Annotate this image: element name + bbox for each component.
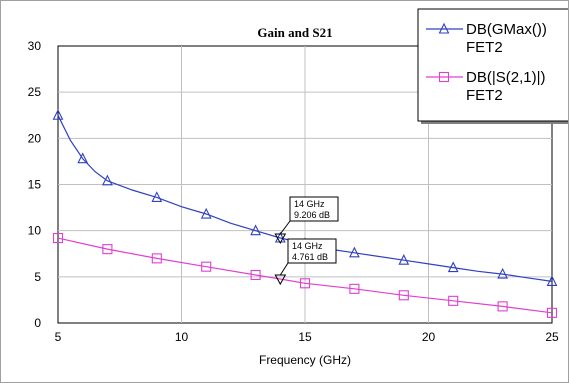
annotation-box [287, 238, 337, 264]
annotation-frequency: 14 GHz [292, 241, 323, 251]
series-line-s21 [57, 237, 553, 314]
series-marker-square [448, 295, 459, 306]
series-marker-triangle [349, 246, 360, 258]
series-marker-triangle [398, 253, 410, 265]
series-marker-triangle [546, 275, 558, 287]
annotation-leader [279, 262, 289, 276]
series-group [57, 115, 553, 314]
series-marker-square [102, 244, 113, 255]
series-marker-square [546, 307, 558, 318]
series-marker-square [497, 301, 508, 312]
legend-box [417, 8, 568, 122]
legend-swatch-marker [438, 22, 450, 34]
x-tick-label: 25 [545, 330, 559, 344]
y-tick-label: 15 [28, 178, 42, 192]
series-marker-square [349, 283, 360, 294]
legend-series-name: DB(GMax()) [466, 21, 547, 38]
y-tick-label: 0 [34, 316, 41, 330]
legend-swatch-marker [438, 71, 450, 83]
series-marker-square [151, 253, 162, 264]
series-marker-triangle [447, 261, 459, 273]
annotation-leader [279, 220, 291, 235]
annotation-value: 9.206 dB [294, 210, 330, 220]
series-marker-triangle [497, 267, 508, 279]
annotation-box [289, 196, 339, 222]
legend-series-name: DB(|S(2,1)|) [466, 69, 545, 86]
y-tick-label: 5 [34, 270, 41, 284]
x-tick-label: 20 [422, 330, 436, 344]
grid [58, 46, 552, 323]
series-marker-triangle [200, 207, 212, 219]
series-marker-triangle [102, 174, 113, 186]
annotation-value: 4.761 dB [292, 252, 328, 262]
series-marker-triangle [52, 109, 64, 120]
y-tick-label: 10 [28, 224, 42, 238]
annotation-frequency: 14 GHz [294, 199, 325, 209]
x-tick-label: 10 [175, 330, 189, 344]
series-marker-triangle [250, 224, 261, 236]
x-tick-label: 15 [298, 330, 312, 344]
legend-series-source: FET2 [466, 39, 503, 56]
series-marker-square [398, 290, 409, 301]
series-marker-triangle [151, 191, 163, 202]
series-marker-square [299, 278, 311, 289]
y-tick-label: 25 [28, 85, 42, 99]
y-tick-label: 30 [28, 39, 42, 53]
series-line-gmax [57, 115, 553, 282]
chart-title: Gain and S21 [257, 25, 332, 40]
x-tick-label: 5 [55, 330, 62, 344]
series-marker-square [201, 261, 212, 272]
series-marker-square [52, 233, 64, 244]
series-marker-triangle [77, 152, 89, 164]
legend-series-source: FET2 [466, 87, 503, 104]
x-axis-label: Frequency (GHz) [259, 353, 351, 367]
series-marker-square [250, 269, 261, 281]
y-tick-label: 20 [28, 131, 42, 145]
